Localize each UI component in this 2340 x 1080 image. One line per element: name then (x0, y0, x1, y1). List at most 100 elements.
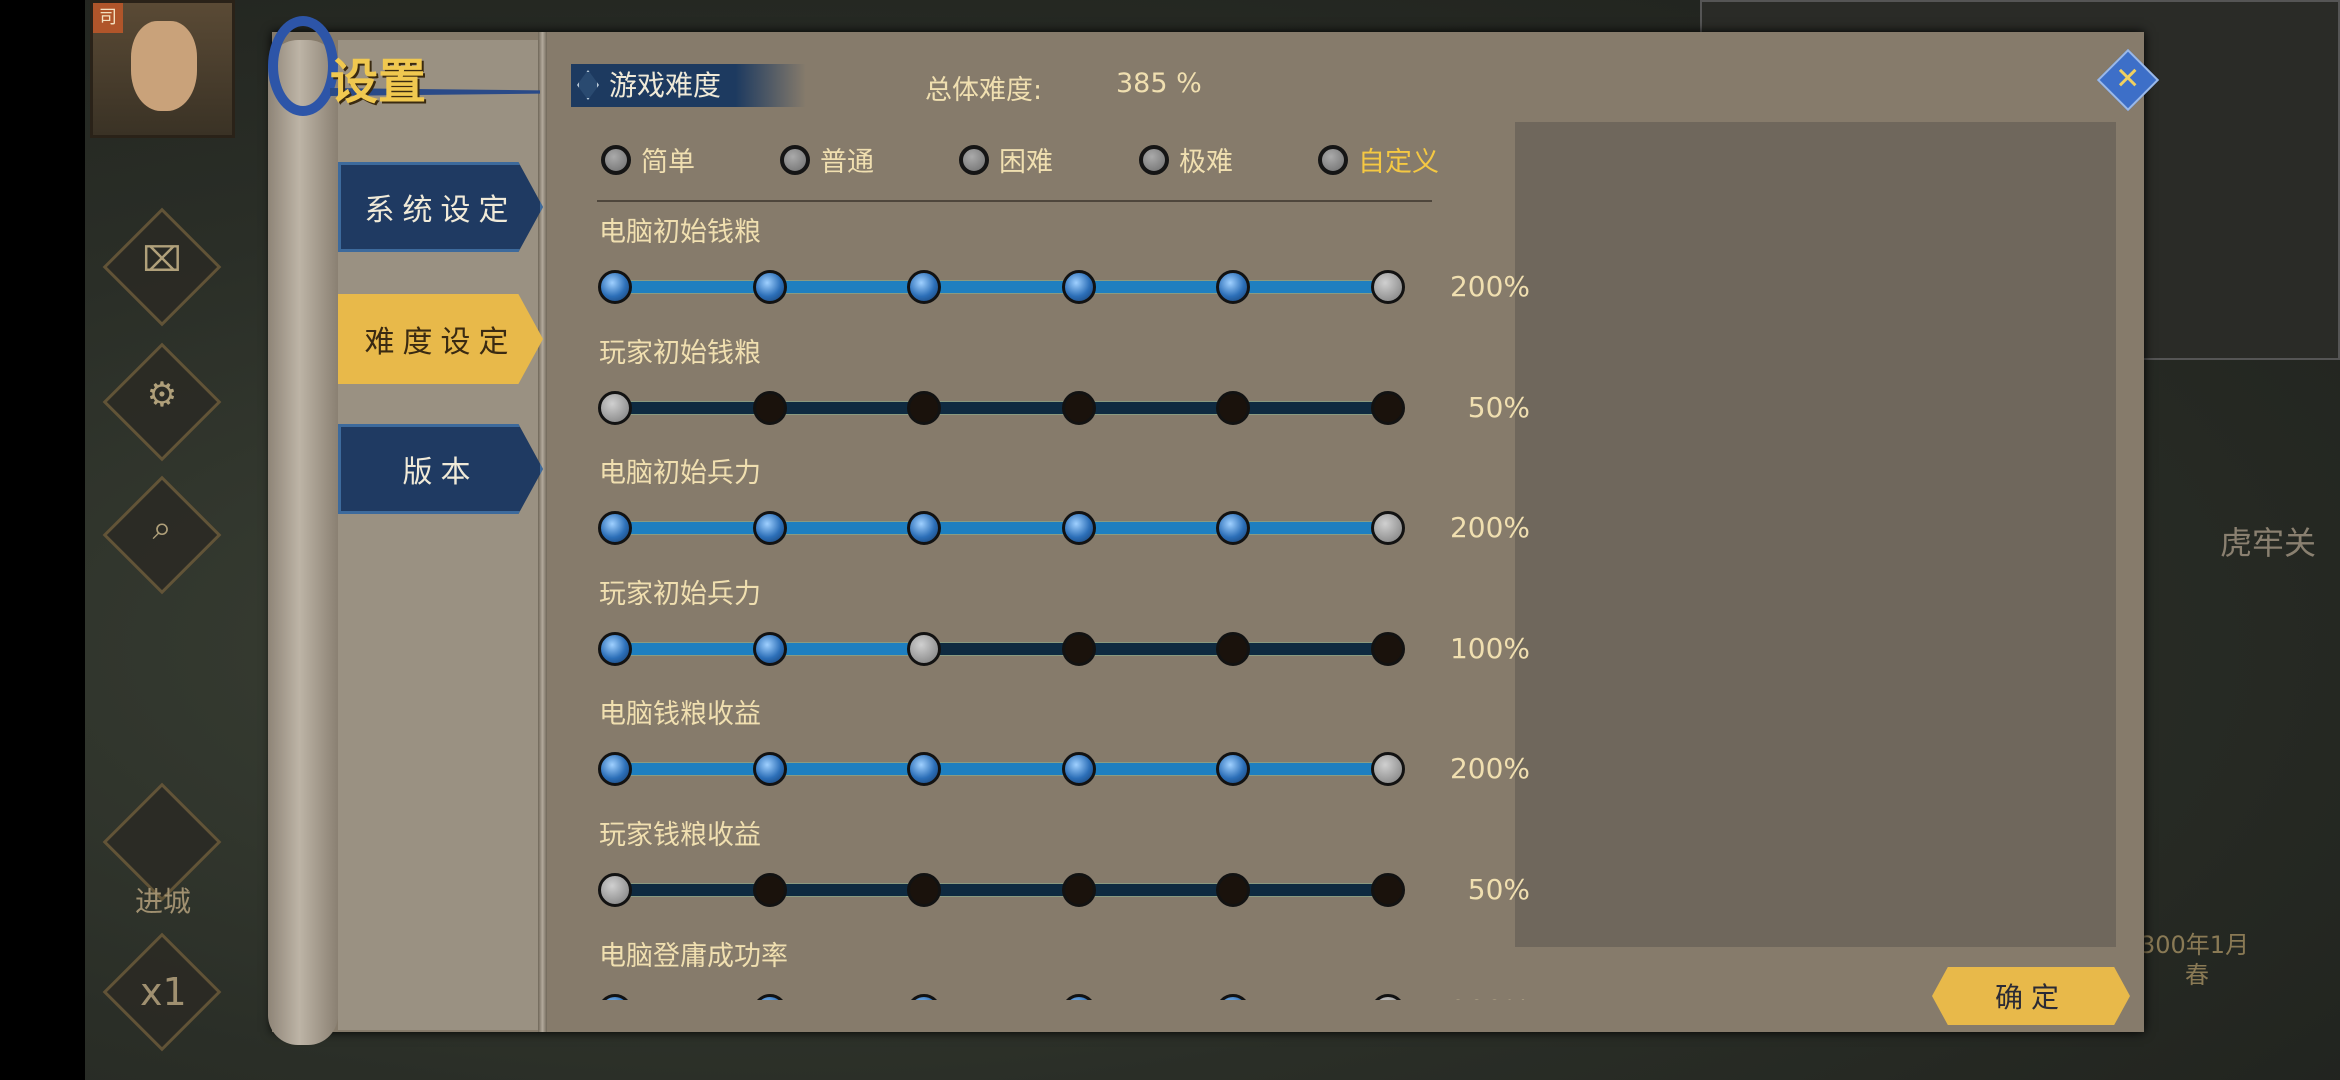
slider-stop[interactable] (1370, 631, 1405, 666)
slider-track-segment[interactable] (1233, 762, 1388, 777)
setting-row: 电脑登庸成功率 200% (590, 934, 1530, 1000)
slider-stop[interactable] (1061, 752, 1096, 787)
slider-handle[interactable] (1370, 752, 1405, 787)
slider-track-segment[interactable] (615, 521, 770, 536)
slider-stop[interactable] (752, 390, 787, 425)
ruler-portrait[interactable]: 司 (90, 0, 235, 138)
radio-icon (601, 144, 631, 175)
slider-track-segment[interactable] (769, 280, 924, 294)
slider-track-segment[interactable] (1078, 521, 1233, 536)
setting-label: 电脑钱粮收益 (599, 699, 761, 731)
slider-track-segment[interactable] (924, 400, 1079, 415)
setting-label: 玩家钱粮收益 (599, 820, 761, 851)
slider-stop[interactable] (1216, 511, 1250, 546)
slider-stop[interactable] (1061, 511, 1096, 546)
slider-stop[interactable] (1216, 631, 1250, 666)
preset-easy[interactable]: 简单 (601, 140, 695, 179)
slider-stop[interactable] (598, 270, 632, 304)
slider-track-segment[interactable] (769, 521, 924, 536)
slider-track-segment[interactable] (615, 883, 770, 897)
slider-stop[interactable] (1216, 390, 1250, 425)
slider-track-segment[interactable] (924, 641, 1079, 656)
slider-stop[interactable] (752, 873, 787, 907)
slider-track-segment[interactable] (924, 521, 1079, 536)
slider-stop[interactable] (1061, 390, 1096, 425)
preset-label: 自定义 (1358, 147, 1439, 178)
nav-system-settings[interactable]: 系统设定 (338, 162, 543, 252)
slider-stop[interactable] (1216, 993, 1250, 1000)
slider-stop[interactable] (1061, 270, 1096, 304)
slider-stop[interactable] (598, 993, 632, 1000)
slider-track-segment[interactable] (615, 641, 770, 656)
preset-extreme[interactable]: 极难 (1139, 140, 1233, 179)
date-label: 300年1月 (2140, 931, 2250, 959)
preset-normal[interactable]: 普通 (780, 140, 874, 179)
confirm-button[interactable]: 确定 (1932, 967, 2130, 1025)
slider-handle[interactable] (1370, 993, 1405, 1000)
setting-row: 玩家初始兵力 100% (590, 572, 1530, 692)
slider-stop[interactable] (907, 511, 941, 546)
preset-custom[interactable]: 自定义 (1318, 140, 1439, 179)
slider-stop[interactable] (752, 993, 787, 1000)
nav-difficulty-settings[interactable]: 难度设定 (338, 294, 543, 384)
diamond-icon (577, 70, 599, 100)
ribbon-decoration (330, 88, 540, 96)
slider-stop[interactable] (1370, 873, 1405, 907)
slider-track-segment[interactable] (615, 400, 770, 415)
slider-track-segment[interactable] (615, 762, 770, 777)
slider-track-segment[interactable] (1233, 280, 1388, 294)
slider-track-segment[interactable] (1078, 762, 1233, 777)
slider-track-segment[interactable] (1233, 400, 1388, 415)
slider-stop[interactable] (907, 873, 941, 907)
slider-handle[interactable] (598, 873, 632, 907)
slider-handle[interactable] (1370, 270, 1405, 304)
radio-icon (1139, 144, 1169, 175)
setting-label: 玩家初始兵力 (599, 578, 761, 610)
slider-handle[interactable] (907, 631, 941, 666)
slider-stop[interactable] (907, 752, 941, 787)
slider-stop[interactable] (752, 511, 787, 546)
slider-track-segment[interactable] (769, 762, 924, 777)
slider-track-segment[interactable] (1078, 280, 1233, 294)
setting-value: 200% (1449, 511, 1530, 545)
slider-track-segment[interactable] (924, 883, 1079, 897)
slider-stop[interactable] (752, 752, 787, 787)
slider-stop[interactable] (598, 752, 632, 787)
slider-stop[interactable] (1061, 873, 1096, 907)
slider-stop[interactable] (907, 390, 941, 425)
slider-track-segment[interactable] (1078, 883, 1233, 897)
slider-stop[interactable] (598, 511, 632, 546)
slider-track-segment[interactable] (769, 400, 924, 415)
preset-hard[interactable]: 困难 (959, 140, 1053, 179)
setting-value: 200% (1449, 270, 1530, 303)
slider-track-segment[interactable] (1078, 641, 1233, 656)
slider-stop[interactable] (1216, 270, 1250, 304)
slider-stop[interactable] (1370, 390, 1405, 425)
slider-track-segment[interactable] (769, 883, 924, 897)
slider-track-segment[interactable] (1233, 883, 1388, 897)
slider-stop[interactable] (1216, 752, 1250, 787)
slider-track-segment[interactable] (769, 641, 924, 656)
slider-stop[interactable] (1061, 631, 1096, 666)
total-difficulty-label: 总体难度: (925, 75, 1043, 106)
season-label: 春 (2185, 961, 2209, 989)
speed-label: x1 (140, 970, 187, 1014)
slider-stop[interactable] (752, 631, 787, 666)
slider-stop[interactable] (907, 270, 941, 304)
slider-track-segment[interactable] (1078, 400, 1233, 415)
settings-list[interactable]: 电脑初始钱粮 200% 玩家初始钱粮 50% 电脑初始兵力 200% 玩家初始兵力 100% 电… (590, 210, 1530, 1000)
slider-track-segment[interactable] (1233, 641, 1388, 656)
slider-handle[interactable] (598, 390, 632, 425)
setting-value: 50% (1467, 390, 1530, 424)
slider-track-segment[interactable] (924, 280, 1079, 294)
slider-track-segment[interactable] (924, 762, 1079, 777)
slider-stop[interactable] (598, 631, 632, 666)
slider-stop[interactable] (1216, 873, 1250, 907)
slider-track-segment[interactable] (1233, 521, 1388, 536)
nav-version[interactable]: 版本 (338, 424, 543, 514)
slider-stop[interactable] (907, 993, 941, 1000)
slider-track-segment[interactable] (615, 280, 770, 294)
slider-stop[interactable] (1061, 993, 1096, 1000)
slider-handle[interactable] (1370, 511, 1405, 546)
slider-stop[interactable] (752, 270, 787, 304)
